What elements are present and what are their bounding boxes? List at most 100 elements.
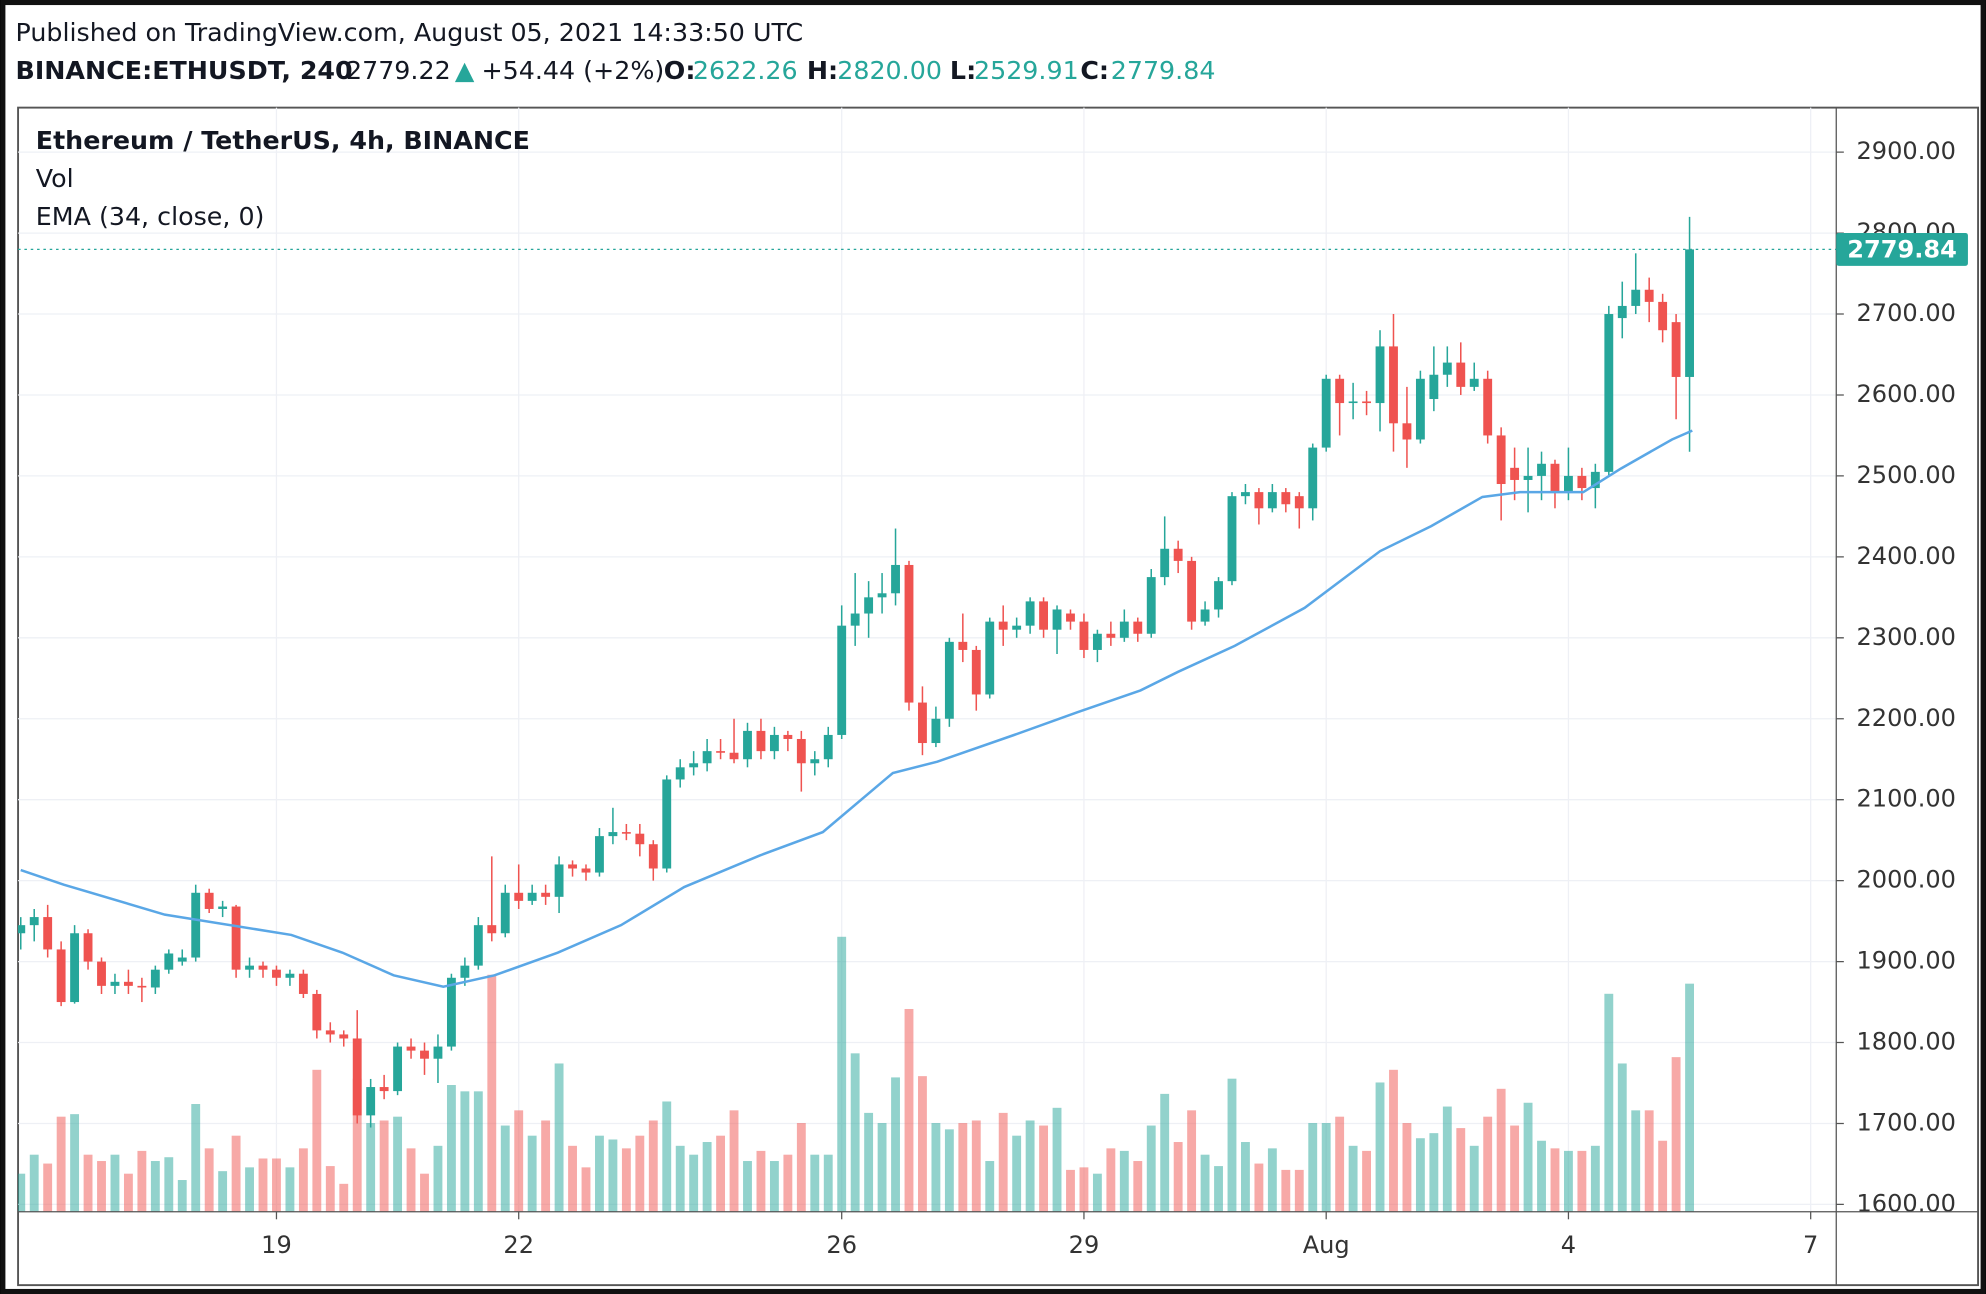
volume-bar bbox=[971, 1120, 981, 1212]
legend-volume: Vol bbox=[36, 163, 74, 193]
candle-body bbox=[931, 718, 941, 744]
volume-bar bbox=[1537, 1140, 1546, 1212]
volume-bar bbox=[877, 1123, 887, 1212]
y-tick-label: 2300.00 bbox=[1857, 623, 1956, 651]
candle-body bbox=[1375, 346, 1385, 404]
candle-body bbox=[420, 1050, 429, 1059]
candle-body bbox=[1066, 613, 1075, 622]
volume-bar bbox=[56, 1116, 66, 1212]
candle-body bbox=[446, 977, 456, 1047]
volume-bar bbox=[527, 1135, 537, 1212]
volume-bar bbox=[1267, 1148, 1277, 1212]
x-tick-label: 29 bbox=[1069, 1231, 1100, 1259]
volume-bar bbox=[837, 936, 847, 1212]
candle-body bbox=[675, 767, 685, 780]
candle-body bbox=[1604, 314, 1614, 472]
volume-bar bbox=[258, 1158, 268, 1212]
volume-bar bbox=[1133, 1161, 1143, 1212]
volume-bar bbox=[298, 1148, 308, 1212]
volume-bar bbox=[218, 1171, 228, 1212]
volume-bar bbox=[446, 1085, 456, 1212]
candle-body bbox=[971, 649, 981, 695]
candle-body bbox=[1106, 633, 1116, 638]
candle-body bbox=[1537, 463, 1546, 476]
volume-bar bbox=[662, 1101, 672, 1212]
candle-body bbox=[595, 836, 604, 873]
volume-bar bbox=[1483, 1116, 1493, 1212]
chart-frame bbox=[17, 106, 1980, 1287]
volume-bar bbox=[514, 1110, 524, 1212]
ema-line bbox=[20, 429, 1693, 989]
candle-body bbox=[406, 1046, 416, 1051]
y-tick-label: 2100.00 bbox=[1857, 785, 1956, 813]
volume-bar bbox=[756, 1150, 766, 1212]
volume-bar bbox=[716, 1135, 726, 1212]
candle-body bbox=[769, 734, 779, 752]
candle-body bbox=[1510, 467, 1520, 480]
candle-body bbox=[1550, 463, 1560, 493]
candle-body bbox=[1267, 492, 1277, 509]
volume-bar bbox=[1052, 1107, 1062, 1212]
candle-body bbox=[877, 593, 887, 598]
candle-body bbox=[837, 625, 847, 735]
volume-bar bbox=[1241, 1142, 1250, 1212]
candle-body bbox=[352, 1038, 362, 1116]
candle-body bbox=[1415, 378, 1425, 440]
volume-bar bbox=[487, 974, 497, 1212]
candle-body bbox=[891, 564, 900, 594]
volume-bar bbox=[568, 1145, 577, 1212]
candle-body bbox=[1173, 548, 1183, 561]
x-tick-label: 22 bbox=[503, 1231, 534, 1259]
candle-body bbox=[1241, 492, 1250, 497]
candle-body bbox=[514, 892, 524, 901]
volume-bar bbox=[783, 1154, 793, 1212]
volume-bar bbox=[769, 1161, 779, 1212]
last-value: 2779.22 bbox=[346, 55, 451, 85]
volume-bar bbox=[1308, 1123, 1318, 1212]
candle-body bbox=[958, 641, 968, 650]
volume-bar bbox=[689, 1154, 699, 1212]
candle-body bbox=[1039, 601, 1049, 630]
volume-bar bbox=[325, 1166, 335, 1212]
candle-body bbox=[1644, 289, 1654, 302]
volume-bar bbox=[191, 1104, 201, 1212]
candle-body bbox=[191, 892, 201, 958]
volume-bar bbox=[1456, 1128, 1466, 1212]
volume-bar bbox=[473, 1091, 483, 1212]
volume-bar bbox=[150, 1161, 160, 1212]
x-tick-label: 26 bbox=[826, 1231, 857, 1259]
y-tick-label: 1800.00 bbox=[1857, 1028, 1956, 1056]
volume-bar bbox=[1227, 1078, 1237, 1212]
candle-body bbox=[298, 973, 308, 994]
volume-bar bbox=[998, 1112, 1008, 1212]
volume-bar bbox=[366, 1123, 376, 1212]
candle-body bbox=[1685, 249, 1694, 377]
volume-bar bbox=[1281, 1169, 1291, 1212]
volume-bar bbox=[1187, 1110, 1197, 1212]
volume-bar bbox=[406, 1148, 416, 1212]
candle-body bbox=[1483, 378, 1493, 436]
volume-bar bbox=[1644, 1110, 1654, 1212]
axes: 1600.00 1700.00 1800.00 1900.00 2000.00 2100.… bbox=[1836, 137, 1956, 1212]
candle-body bbox=[985, 621, 995, 695]
candle-body bbox=[568, 864, 577, 869]
volume-bar bbox=[123, 1173, 133, 1212]
candle-body bbox=[325, 1030, 335, 1035]
last-price-label: 2779.84 bbox=[1847, 236, 1957, 264]
candle-body bbox=[433, 1046, 443, 1059]
candle-body bbox=[1214, 581, 1223, 610]
volume-bar bbox=[1025, 1120, 1035, 1212]
candle-body bbox=[1402, 423, 1412, 440]
candle-body bbox=[554, 864, 564, 897]
volume-bar bbox=[1389, 1069, 1398, 1212]
candle-body bbox=[756, 730, 766, 752]
candle-body bbox=[796, 738, 806, 764]
volume-bar bbox=[29, 1154, 39, 1212]
candle-body bbox=[366, 1087, 376, 1116]
candle-body bbox=[689, 763, 699, 768]
volume-bar bbox=[1214, 1166, 1223, 1212]
y-tick-label: 2900.00 bbox=[1857, 137, 1956, 165]
candle-body bbox=[43, 917, 53, 950]
volume-bar bbox=[1402, 1123, 1412, 1212]
